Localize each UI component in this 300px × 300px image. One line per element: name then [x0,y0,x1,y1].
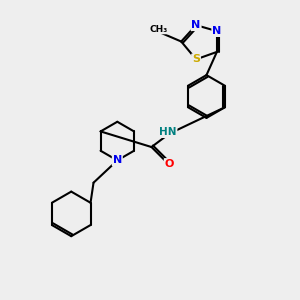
Text: HN: HN [159,127,177,137]
Text: N: N [113,155,122,165]
Text: CH₃: CH₃ [150,25,168,34]
Text: N: N [191,20,201,30]
Text: O: O [165,159,174,169]
Text: N: N [212,26,221,36]
Text: S: S [192,54,200,64]
